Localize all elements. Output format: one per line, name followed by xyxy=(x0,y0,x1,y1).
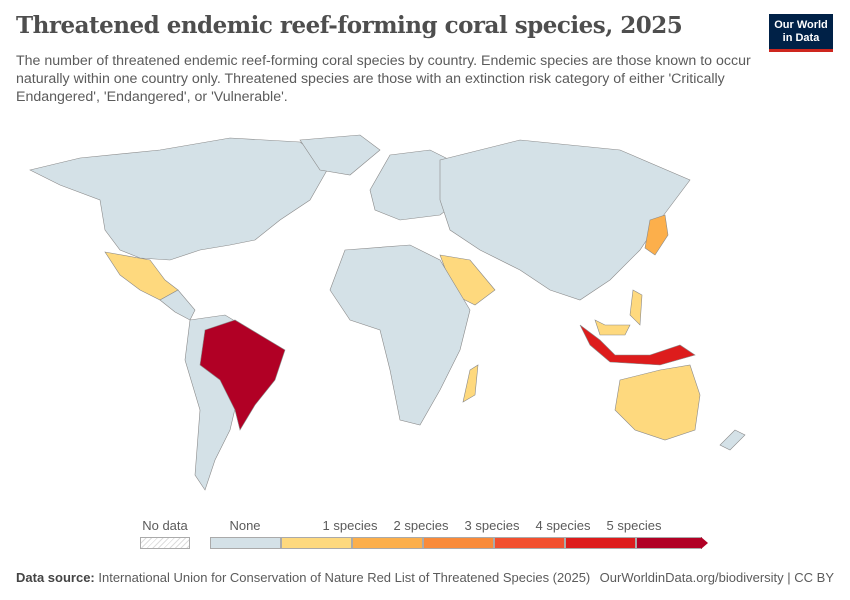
data-source: Data source: International Union for Con… xyxy=(16,570,590,585)
legend-swatch-1 xyxy=(281,537,352,549)
madagascar xyxy=(462,364,479,403)
legend-label: 1 species xyxy=(322,518,378,533)
source-link[interactable]: OurWorldinData.org/biodiversity | CC BY xyxy=(599,570,834,585)
legend-no-data-swatch xyxy=(140,537,190,549)
legend-none-label: None xyxy=(229,518,261,533)
legend-swatch-3 xyxy=(423,537,494,549)
japan xyxy=(644,214,669,256)
legend-label: 4 species xyxy=(535,518,591,533)
north-america xyxy=(29,137,331,261)
asia xyxy=(439,139,691,301)
source-label: Data source: xyxy=(16,570,95,585)
legend-label: 5 species xyxy=(606,518,662,533)
australia xyxy=(614,364,701,441)
owid-logo[interactable]: Our World in Data xyxy=(769,14,833,52)
chart-title: Threatened endemic reef-forming coral sp… xyxy=(16,12,683,39)
legend-arrow-icon xyxy=(701,537,708,549)
legend-no-data-label: No data xyxy=(142,518,188,533)
legend-swatch-2 xyxy=(352,537,423,549)
malaysia xyxy=(594,319,631,336)
africa xyxy=(329,244,471,426)
legend-label: 2 species xyxy=(393,518,449,533)
chart-subtitle: The number of threatened endemic reef-fo… xyxy=(16,53,751,105)
legend-swatch-4 xyxy=(494,537,565,549)
source-text: International Union for Conservation of … xyxy=(98,570,591,585)
world-map xyxy=(29,134,746,491)
indonesia xyxy=(579,324,696,366)
legend-swatch-none xyxy=(210,537,281,549)
brazil xyxy=(199,319,286,431)
legend-swatch-5 xyxy=(565,537,636,549)
legend-label: 3 species xyxy=(464,518,520,533)
map-legend: No data None 1 species 2 species 3 speci… xyxy=(0,515,850,555)
new-zealand xyxy=(719,429,746,451)
central-america xyxy=(159,289,196,321)
philippines xyxy=(629,289,643,326)
greenland xyxy=(299,134,381,176)
legend-swatch-6 xyxy=(636,537,702,549)
